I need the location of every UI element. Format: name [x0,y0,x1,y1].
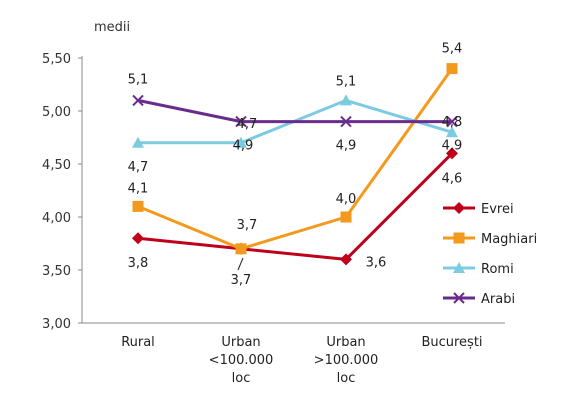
data-label-romi: 5,1 [336,74,357,89]
series-lines [137,67,454,261]
legend-label-maghiari: Maghiari [481,232,537,247]
data-label-maghiari: 3,7 [237,218,258,233]
data-label-maghiari: 5,4 [442,42,463,57]
data-point-maghiari [132,200,144,212]
data-label-arabi: 4,9 [442,139,463,154]
data-labels: 3,8 3,7 3,6 4,6 4,1 3,7 4,0 5,4 4,7 4,7 5,1 4,8 5,1 4… [128,42,463,288]
legend-swatch-marker [453,292,465,304]
data-point-romi [446,126,458,138]
data-point-arabi [235,115,247,128]
legend-label-evrei: Evrei [481,202,514,217]
data-point-evrei [132,232,144,245]
y-tick-label: 5,50 [42,52,71,67]
data-label-arabi: 5,1 [128,72,149,87]
series-line-arabi [137,98,452,124]
data-label-maghiari: 4,0 [336,192,357,207]
legend-swatch-marker [453,232,465,244]
x-category-label: București [421,335,482,350]
data-point-maghiari [235,243,247,255]
y-tick-label: 3,00 [42,317,71,332]
data-label-evrei: 3,6 [366,255,387,270]
data-label-evrei: 4,6 [442,171,463,186]
y-tick-label: 4,50 [42,158,71,173]
data-point-arabi [446,115,458,128]
x-category-label: Urban >100.000 loc [314,335,379,386]
data-label-arabi: 4,9 [336,139,357,154]
y-tick-label: 5,00 [42,105,71,120]
y-tick-label: 3,50 [42,264,71,279]
series-line-evrei [137,152,454,261]
y-tick-labels: 3,00 3,50 4,00 4,50 5,00 5,50 [42,52,71,332]
data-point-arabi [340,115,352,128]
data-point-arabi [132,94,144,107]
data-point-evrei [340,253,352,266]
data-point-romi [132,136,144,148]
data-point-maghiari [446,63,458,75]
legend-swatch-marker [453,262,465,273]
y-axis-label: medii [94,20,130,35]
label-leader-line [237,257,244,271]
legend-swatch-marker [453,202,465,214]
axes [78,56,505,324]
data-label-romi: 4,7 [128,160,149,175]
data-point-evrei [446,147,458,160]
data-point-romi [235,136,247,148]
data-point-maghiari [340,211,352,223]
data-label-arabi: 4,9 [233,139,254,154]
data-label-evrei: 3,7 [231,273,252,288]
legend: Evrei Maghiari Romi Arabi [443,202,537,307]
data-label-romi: 4,8 [442,115,463,130]
data-label-maghiari: 4,1 [128,181,149,196]
series-markers [132,63,458,266]
x-category-labels: Rural Urban <100.000 loc Urban >100.000 loc Buc… [121,335,482,386]
legend-label-arabi: Arabi [481,292,515,307]
data-label-romi: 4,7 [237,117,258,132]
x-category-label: Urban <100.000 loc [209,335,274,386]
legend-label-romi: Romi [481,262,514,277]
data-point-romi [340,94,352,106]
y-tick-label: 4,00 [42,211,71,226]
data-label-evrei: 3,8 [128,256,149,271]
x-category-label: Rural [121,335,155,350]
series-line-maghiari [137,67,454,251]
